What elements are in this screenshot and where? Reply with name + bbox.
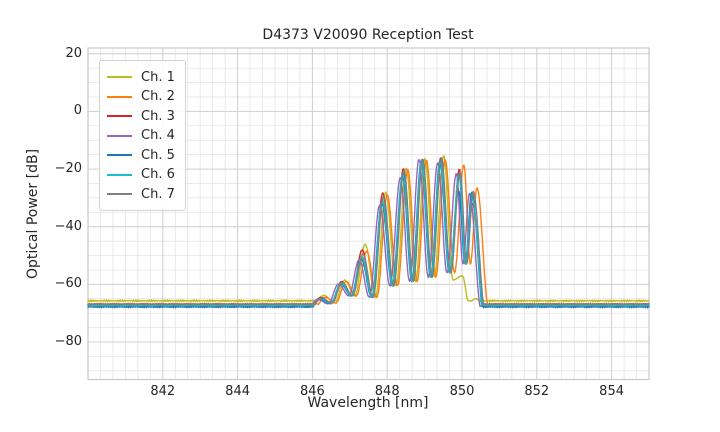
y-tick-label: 20 <box>65 45 82 61</box>
legend-label: Ch. 6 <box>141 167 175 182</box>
x-tick-label: 846 <box>299 384 325 399</box>
legend-label: Ch. 5 <box>141 147 175 163</box>
legend: Ch. 1 Ch. 2 Ch. 3 Ch. 4 Ch. 5 Ch. 6 Ch. 7 <box>99 60 186 211</box>
series-line-ch-7 <box>87 157 650 306</box>
x-axis-label: Wavelength [nm] <box>307 395 429 411</box>
legend-item-ch-2: Ch. 2 <box>100 90 185 103</box>
x-tick-label: 850 <box>449 384 475 399</box>
legend-line-swatch <box>107 115 132 117</box>
legend-item-ch-7: Ch. 7 <box>100 188 185 201</box>
legend-line-swatch <box>107 193 132 195</box>
x-tick-label: 854 <box>599 384 625 399</box>
legend-label: Ch. 7 <box>141 186 175 202</box>
y-tick-label: −20 <box>54 161 82 177</box>
y-tick-label: −40 <box>54 218 82 234</box>
y-tick-label: −60 <box>54 276 82 292</box>
legend-label: Ch. 2 <box>141 89 175 104</box>
legend-item-ch-4: Ch. 4 <box>100 129 185 142</box>
x-tick-label: 842 <box>150 384 176 399</box>
x-tick-label: 844 <box>225 384 251 399</box>
legend-item-ch-6: Ch. 6 <box>100 168 185 181</box>
legend-line-swatch <box>107 173 132 176</box>
legend-line-swatch <box>107 134 132 137</box>
plot-border <box>87 47 650 381</box>
y-tick-label: −80 <box>54 334 82 350</box>
legend-label: Ch. 1 <box>141 69 175 85</box>
x-tick-label: 848 <box>374 384 400 399</box>
legend-item-ch-1: Ch. 1 <box>100 71 185 84</box>
legend-line-swatch <box>107 95 132 98</box>
series-lines <box>87 155 650 309</box>
legend-label: Ch. 3 <box>141 108 175 124</box>
legend-line-swatch <box>107 154 132 156</box>
x-tick-label: 852 <box>524 384 550 399</box>
legend-item-ch-3: Ch. 3 <box>100 110 185 123</box>
legend-label: Ch. 4 <box>141 128 175 143</box>
legend-item-ch-5: Ch. 5 <box>100 149 185 162</box>
chart-title: D4373 V20090 Reception Test <box>262 27 474 43</box>
legend-line-swatch <box>107 76 132 78</box>
y-tick-label: 0 <box>73 103 82 119</box>
